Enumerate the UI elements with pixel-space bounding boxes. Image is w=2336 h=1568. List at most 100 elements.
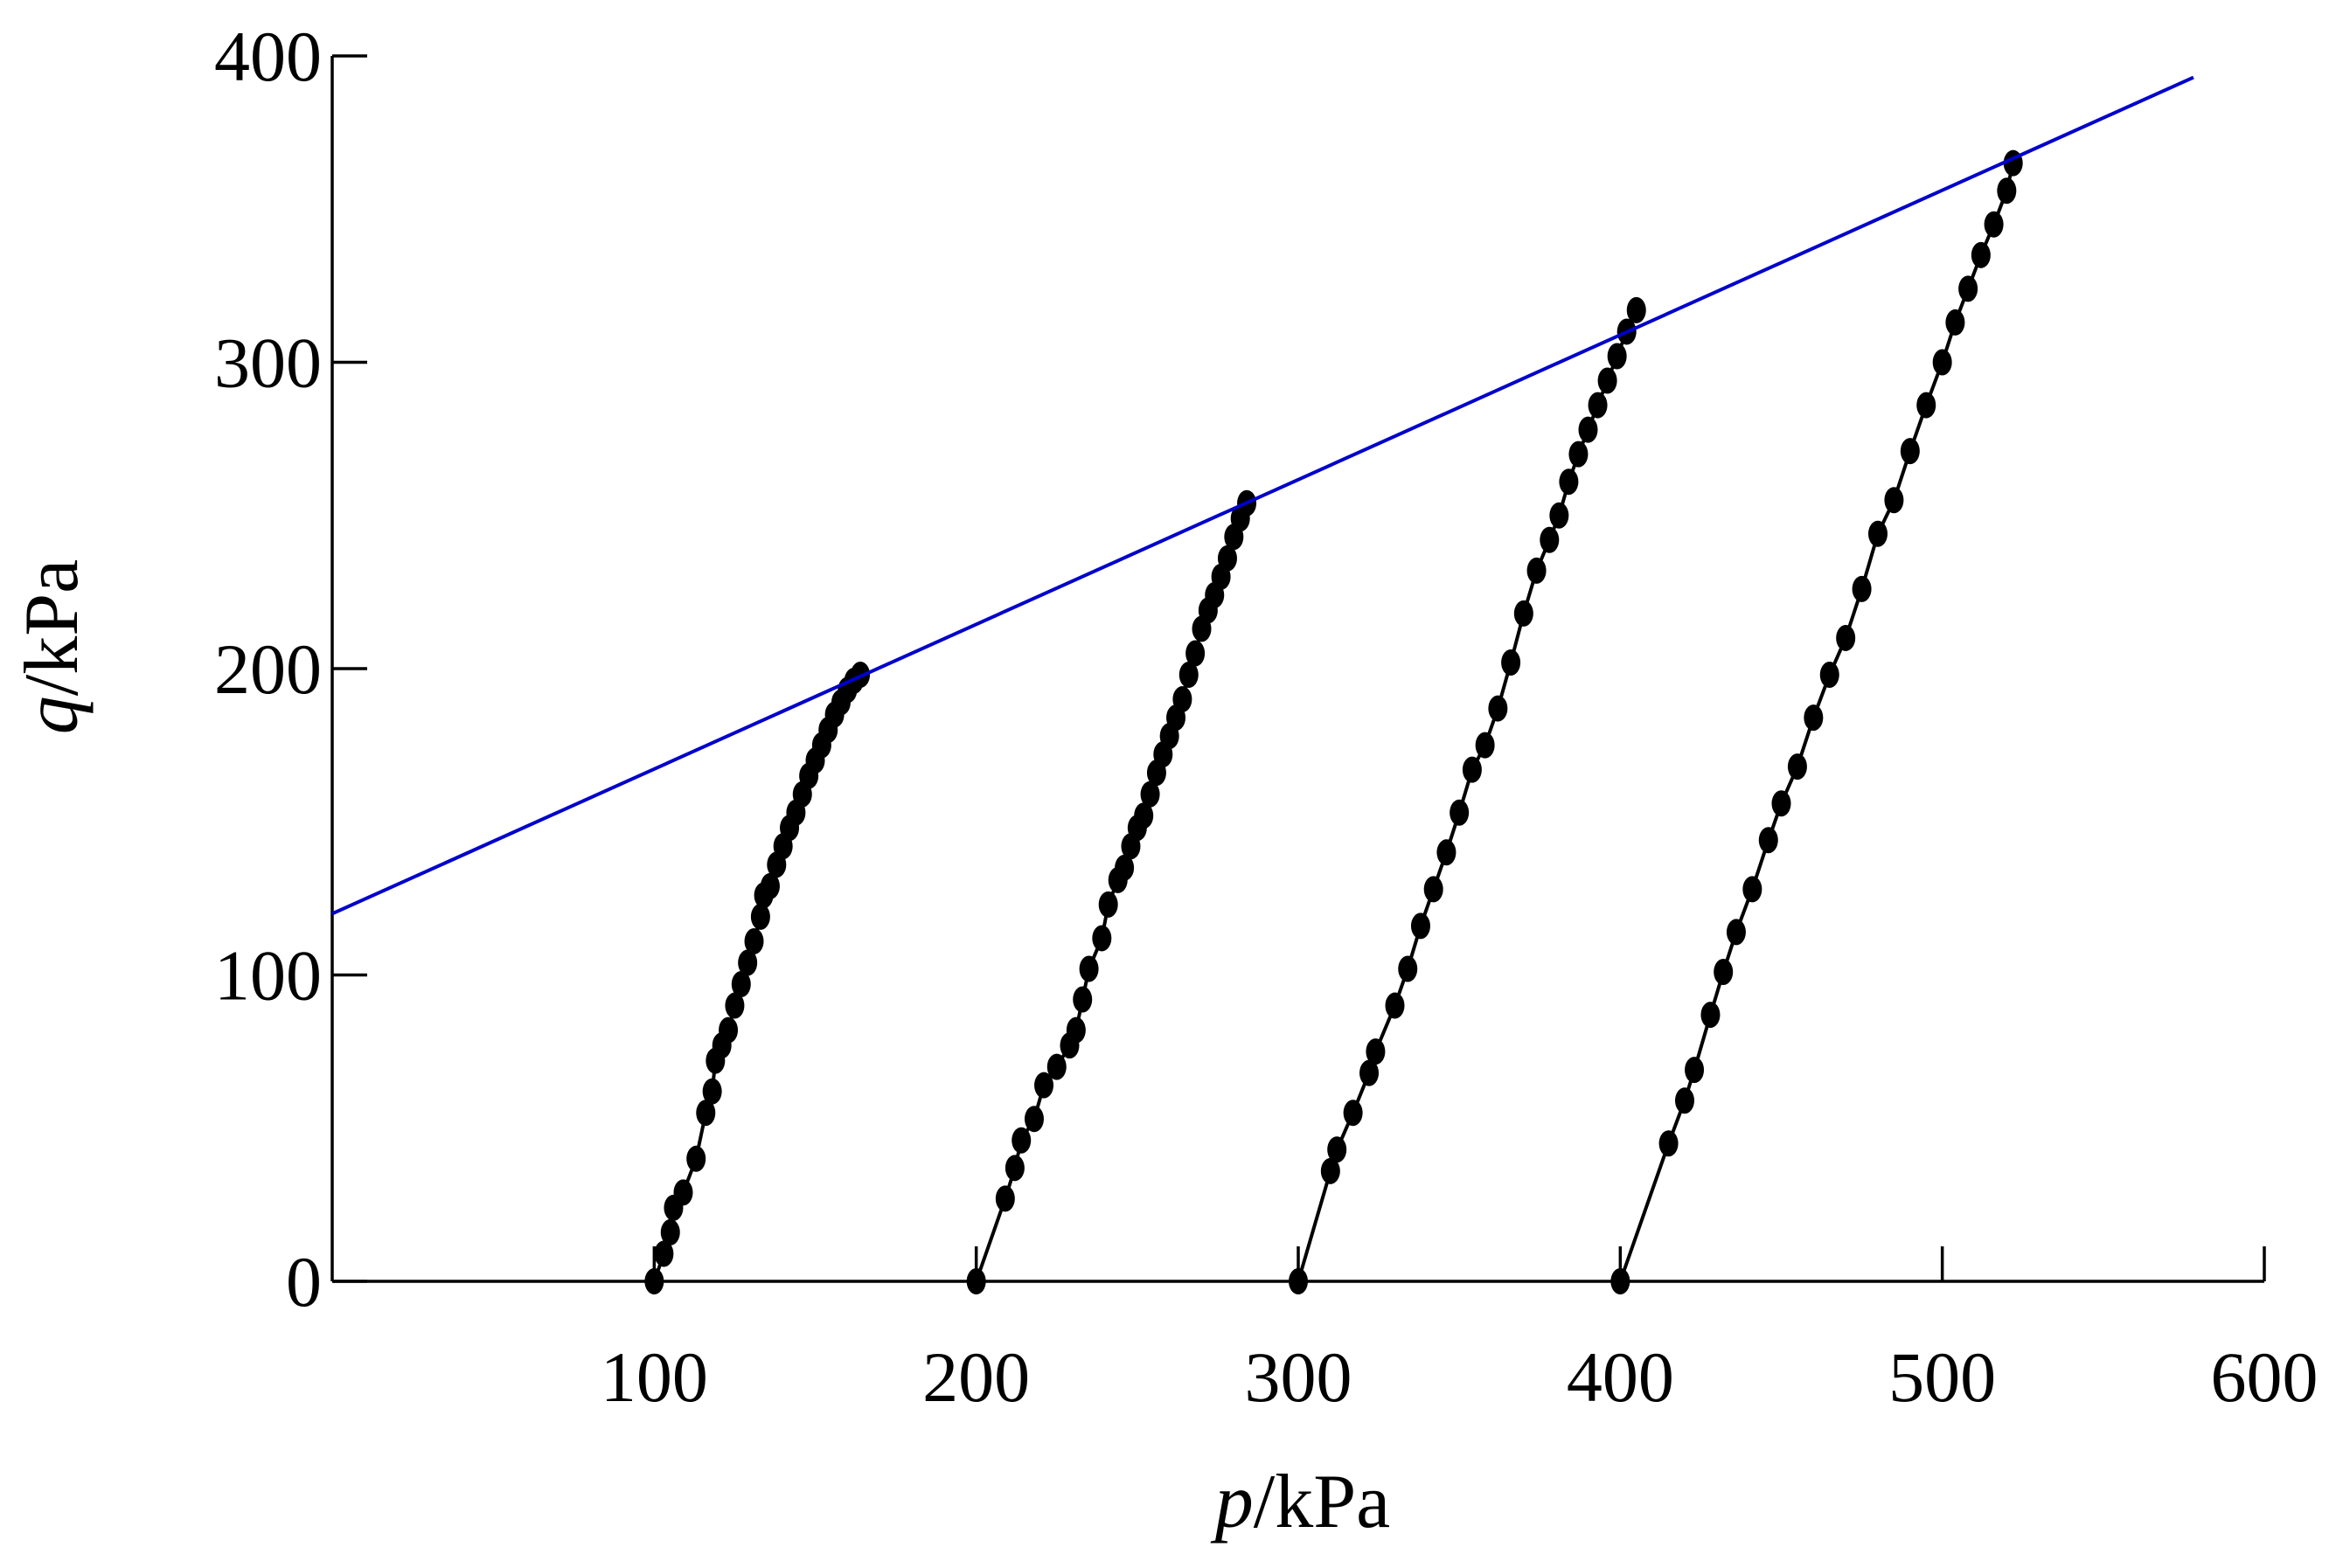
y-tick-label: 200 bbox=[214, 629, 322, 709]
data-point bbox=[1501, 649, 1521, 676]
y-axis-label-var: q bbox=[10, 696, 94, 734]
axes bbox=[330, 56, 2264, 1283]
data-point bbox=[1819, 662, 1839, 689]
data-point bbox=[1327, 1136, 1347, 1163]
y-tick-label: 0 bbox=[286, 1242, 322, 1322]
data-point bbox=[719, 1016, 739, 1044]
y-tick-label: 400 bbox=[214, 17, 322, 96]
data-point bbox=[1005, 1155, 1025, 1182]
data-point bbox=[1513, 600, 1533, 627]
data-point bbox=[1024, 1106, 1044, 1133]
data-point bbox=[1610, 1268, 1630, 1294]
data-point bbox=[1540, 526, 1560, 553]
data-point bbox=[1868, 520, 1888, 547]
envelope bbox=[331, 75, 2194, 916]
data-point bbox=[1852, 575, 1872, 602]
data-point bbox=[1343, 1100, 1363, 1127]
data-point bbox=[654, 1240, 674, 1267]
data-point bbox=[725, 992, 745, 1019]
data-point bbox=[1098, 891, 1118, 918]
data-point bbox=[1675, 1087, 1694, 1114]
data-point bbox=[644, 1268, 664, 1294]
y-axis-label-unit: /kPa bbox=[10, 559, 94, 696]
x-axis-label-unit: /kPa bbox=[1254, 1460, 1390, 1544]
data-point bbox=[1462, 756, 1482, 783]
data-point bbox=[1836, 624, 1856, 651]
x-tick-label: 400 bbox=[1567, 1337, 1674, 1417]
data-point bbox=[1092, 925, 1112, 952]
data-point bbox=[1916, 392, 1936, 419]
x-tick-label: 600 bbox=[2211, 1337, 2319, 1417]
data-point bbox=[1115, 854, 1135, 881]
data-point bbox=[1626, 296, 1646, 323]
data-point bbox=[1714, 958, 1734, 985]
data-point bbox=[1488, 695, 1508, 722]
y-tick-label: 300 bbox=[214, 323, 322, 403]
data-point bbox=[1607, 343, 1627, 370]
data-point bbox=[1726, 919, 1746, 946]
data-point bbox=[760, 872, 780, 899]
data-point bbox=[1758, 827, 1778, 854]
data-point bbox=[1997, 177, 2017, 205]
data-point bbox=[1398, 955, 1418, 982]
data-point bbox=[1945, 309, 1965, 336]
data-point bbox=[1172, 686, 1192, 713]
data-point bbox=[1549, 502, 1569, 529]
data-point bbox=[1385, 992, 1405, 1019]
data-point bbox=[686, 1145, 706, 1172]
data-point bbox=[1436, 839, 1457, 866]
data-point bbox=[673, 1179, 693, 1206]
x-tick-label: 300 bbox=[1245, 1337, 1352, 1417]
data-point bbox=[1034, 1072, 1054, 1099]
x-axis-label: p/kPa bbox=[1210, 1460, 1390, 1544]
data-point bbox=[1410, 912, 1430, 940]
data-point bbox=[1423, 876, 1443, 903]
x-axis-label-var: p bbox=[1210, 1460, 1254, 1544]
data-point bbox=[1450, 799, 1470, 826]
data-point bbox=[1079, 955, 1099, 982]
data-point bbox=[744, 927, 764, 954]
data-point bbox=[731, 971, 751, 998]
data-point bbox=[1884, 487, 1904, 514]
data-point bbox=[1559, 468, 1579, 496]
data-point bbox=[1971, 241, 1991, 268]
y-axis-label: q/kPa bbox=[10, 559, 94, 734]
data-point bbox=[1658, 1130, 1679, 1157]
data-point bbox=[1012, 1127, 1032, 1154]
data-point bbox=[1578, 416, 1598, 443]
data-point bbox=[1958, 275, 1978, 302]
data-point bbox=[1742, 876, 1762, 903]
data-point bbox=[1526, 557, 1547, 584]
data-point bbox=[1568, 441, 1589, 468]
data-point bbox=[995, 1185, 1015, 1212]
data-point bbox=[1073, 986, 1093, 1013]
data-point bbox=[660, 1218, 680, 1245]
ticks: 100 200 300 400 500 600 0 100 200 300 400 bbox=[214, 17, 2319, 1417]
data-point bbox=[1900, 438, 1920, 465]
data-point bbox=[1066, 1016, 1086, 1044]
y-tick-label: 100 bbox=[214, 936, 322, 1016]
data-point bbox=[1700, 1002, 1721, 1029]
data-point bbox=[1185, 640, 1206, 667]
data-point bbox=[1804, 704, 1824, 732]
data-point bbox=[1366, 1038, 1386, 1065]
data-point bbox=[696, 1100, 716, 1127]
stress-paths bbox=[644, 149, 2023, 1294]
data-point bbox=[1685, 1057, 1705, 1084]
data-point bbox=[1588, 392, 1608, 419]
data-point bbox=[1475, 732, 1495, 759]
x-tick-label: 500 bbox=[1888, 1337, 1996, 1417]
x-tick-label: 100 bbox=[601, 1337, 708, 1417]
data-point bbox=[1289, 1268, 1308, 1294]
data-point bbox=[1932, 349, 1952, 376]
failure-envelope-line bbox=[331, 75, 2194, 916]
data-point bbox=[1178, 662, 1199, 689]
data-point bbox=[1597, 367, 1617, 394]
x-tick-label: 200 bbox=[922, 1337, 1030, 1417]
data-point bbox=[1046, 1053, 1067, 1080]
data-point bbox=[1787, 753, 1807, 781]
data-point bbox=[1359, 1059, 1380, 1086]
data-point bbox=[1320, 1157, 1340, 1184]
data-point bbox=[1771, 790, 1791, 817]
